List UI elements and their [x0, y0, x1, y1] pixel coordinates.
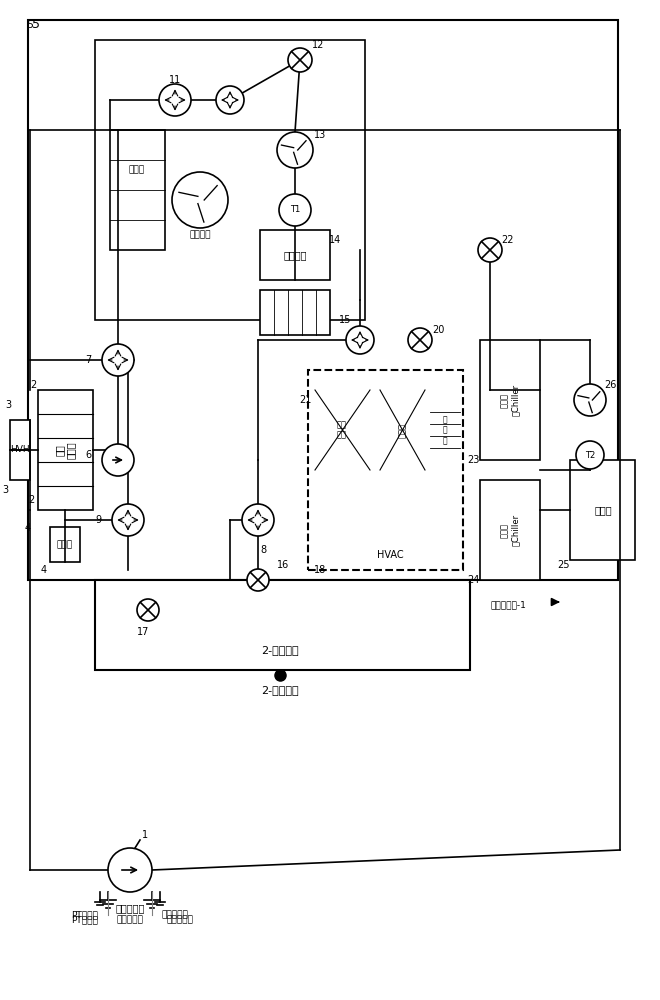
Text: 2: 2 — [28, 495, 34, 505]
Circle shape — [288, 48, 312, 72]
Text: 温度传感器-1: 温度传感器-1 — [490, 600, 526, 609]
Circle shape — [108, 848, 152, 892]
Bar — [308, 370, 463, 570]
Circle shape — [346, 326, 374, 354]
Bar — [430, 400, 460, 460]
Text: 电动压缩机: 电动压缩机 — [117, 916, 143, 924]
Text: 2-器控制室: 2-器控制室 — [261, 645, 299, 655]
Circle shape — [112, 504, 144, 536]
Text: 电池冷
却Chiller: 电池冷 却Chiller — [500, 384, 519, 416]
Bar — [260, 290, 330, 335]
Text: 2: 2 — [30, 380, 36, 390]
Text: 8: 8 — [260, 545, 266, 555]
Text: 23: 23 — [468, 455, 480, 465]
Text: PT传感器: PT传感器 — [71, 910, 98, 920]
Text: 4: 4 — [41, 565, 47, 575]
Text: 25: 25 — [558, 560, 570, 570]
Text: 5: 5 — [32, 18, 40, 31]
Text: 1: 1 — [142, 830, 148, 840]
Text: 3: 3 — [2, 485, 8, 495]
Circle shape — [576, 441, 604, 469]
Bar — [95, 40, 365, 320]
Text: 20: 20 — [432, 325, 444, 335]
Text: 4: 4 — [25, 523, 31, 533]
Bar — [50, 527, 80, 562]
Circle shape — [277, 132, 313, 168]
Text: 16: 16 — [277, 560, 289, 570]
Circle shape — [247, 569, 269, 591]
Bar — [10, 420, 30, 480]
Bar — [570, 460, 635, 560]
Text: 储液器: 储液器 — [57, 540, 73, 550]
Bar — [38, 390, 93, 510]
Text: 12: 12 — [312, 40, 324, 50]
Bar — [315, 390, 370, 470]
Text: 驱动电机: 驱动电机 — [283, 250, 307, 260]
Bar — [260, 230, 330, 280]
Text: HVAC: HVAC — [377, 550, 403, 560]
Text: 14: 14 — [329, 235, 341, 245]
Text: 9: 9 — [95, 515, 101, 525]
Text: 2-器控制室: 2-器控制室 — [261, 685, 299, 695]
Circle shape — [574, 384, 606, 416]
Text: 电池包: 电池包 — [594, 505, 612, 515]
Text: T2: T2 — [585, 450, 595, 460]
Circle shape — [102, 344, 134, 376]
Circle shape — [478, 238, 502, 262]
Text: 11: 11 — [169, 75, 181, 85]
Text: 21: 21 — [299, 395, 311, 405]
Circle shape — [172, 172, 228, 228]
Text: 6: 6 — [85, 450, 91, 460]
Bar — [28, 20, 618, 580]
Text: 蒸发器: 蒸发器 — [397, 422, 407, 438]
Circle shape — [159, 84, 191, 116]
Circle shape — [242, 504, 274, 536]
Bar — [380, 390, 425, 470]
Circle shape — [137, 599, 159, 621]
Text: 散热器: 散热器 — [129, 165, 145, 174]
Circle shape — [102, 444, 134, 476]
Text: PT传感器: PT传感器 — [71, 916, 98, 924]
Text: 水冷
冷凝器: 水冷 冷凝器 — [54, 441, 76, 459]
Bar — [95, 580, 470, 670]
Circle shape — [279, 194, 311, 226]
Text: 压力传感器: 压力传感器 — [166, 916, 193, 924]
Text: 7: 7 — [85, 355, 91, 365]
Text: 26: 26 — [604, 380, 616, 390]
Text: 3: 3 — [5, 400, 11, 410]
Text: 18: 18 — [314, 565, 326, 575]
Text: 22: 22 — [502, 235, 514, 245]
Text: 13: 13 — [314, 130, 326, 140]
Text: 电池加
热Chiller: 电池加 热Chiller — [500, 514, 519, 546]
Text: 24: 24 — [468, 575, 480, 585]
Text: 15: 15 — [339, 315, 351, 325]
Text: 压力传感器: 压力传感器 — [162, 910, 189, 920]
Text: 电子风扇: 电子风扇 — [189, 231, 211, 239]
Text: T1: T1 — [290, 206, 300, 215]
Bar — [480, 340, 540, 460]
Bar — [480, 480, 540, 580]
Text: 17: 17 — [137, 627, 149, 637]
Text: HVH: HVH — [10, 446, 30, 454]
Text: 鼓风
机体: 鼓风 机体 — [337, 420, 347, 440]
Circle shape — [408, 328, 432, 352]
Bar — [110, 130, 165, 250]
Text: 暖
风
机: 暖 风 机 — [443, 415, 447, 445]
Text: 电动压缩机: 电动压缩机 — [115, 903, 145, 913]
Circle shape — [216, 86, 244, 114]
Text: 5: 5 — [26, 20, 34, 30]
